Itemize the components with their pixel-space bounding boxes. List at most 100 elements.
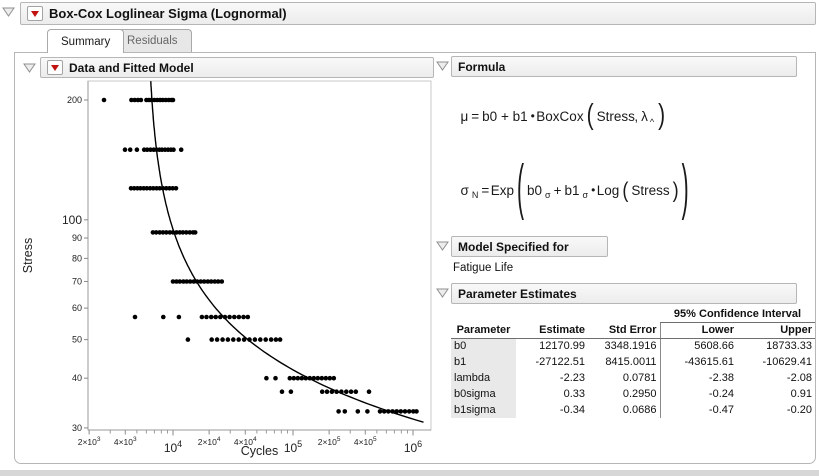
data-point[interactable]: [198, 279, 203, 284]
data-point[interactable]: [222, 314, 228, 320]
value-cell[interactable]: 5608.66: [659, 338, 737, 354]
data-point[interactable]: [180, 230, 186, 235]
data-point[interactable]: [151, 186, 156, 191]
data-point[interactable]: [336, 409, 341, 414]
data-point[interactable]: [184, 279, 189, 284]
data-point[interactable]: [138, 186, 143, 191]
disclosure-triangle-icon[interactable]: [436, 241, 449, 251]
value-cell[interactable]: -10629.41: [762, 356, 812, 368]
value-cell[interactable]: 12170.99: [539, 340, 585, 353]
data-point[interactable]: [218, 314, 223, 320]
data-point[interactable]: [324, 389, 330, 395]
data-point[interactable]: [215, 279, 221, 284]
data-point[interactable]: [150, 230, 156, 235]
value-cell[interactable]: 0.0686: [622, 404, 657, 416]
value-cell[interactable]: 0.2950: [622, 388, 657, 400]
data-point[interactable]: [171, 147, 176, 152]
data-point[interactable]: [187, 230, 193, 235]
value-cell[interactable]: -43615.61: [659, 354, 737, 370]
data-point[interactable]: [157, 186, 162, 191]
data-point[interactable]: [129, 97, 134, 103]
data-point[interactable]: [132, 97, 137, 103]
data-point[interactable]: [160, 186, 166, 191]
value-cell[interactable]: -0.34: [559, 404, 585, 416]
data-point[interactable]: [191, 279, 197, 284]
value-cell[interactable]: 0.91: [790, 388, 812, 400]
data-point[interactable]: [127, 147, 133, 152]
data-point[interactable]: [167, 230, 173, 235]
red-triangle-menu-icon[interactable]: [27, 6, 43, 21]
data-point[interactable]: [208, 279, 214, 284]
data-point[interactable]: [331, 375, 337, 381]
data-point[interactable]: [311, 375, 317, 381]
value-cell[interactable]: -0.24: [659, 386, 737, 402]
data-point[interactable]: [315, 375, 321, 381]
data-point[interactable]: [241, 314, 246, 320]
value-cell[interactable]: -2.38: [659, 370, 737, 386]
value-cell[interactable]: -0.20: [786, 404, 812, 416]
parameter-name-cell[interactable]: b0: [451, 338, 516, 354]
parameter-name-cell[interactable]: b1sigma: [451, 402, 516, 418]
value-cell[interactable]: 0.0781: [622, 372, 657, 384]
data-point[interactable]: [214, 337, 220, 342]
data-point[interactable]: [132, 314, 138, 320]
data-point[interactable]: [122, 147, 128, 152]
tab-summary[interactable]: Summary: [47, 29, 125, 53]
data-point[interactable]: [178, 147, 184, 152]
data-point[interactable]: [160, 230, 166, 235]
data-point[interactable]: [299, 375, 305, 381]
disclosure-triangle-icon[interactable]: [2, 7, 15, 17]
data-point[interactable]: [329, 389, 335, 395]
data-point[interactable]: [157, 230, 162, 235]
data-point[interactable]: [192, 230, 198, 235]
data-point[interactable]: [144, 147, 150, 152]
data-point[interactable]: [366, 389, 372, 395]
value-cell[interactable]: -2.23: [559, 372, 585, 384]
data-point[interactable]: [268, 337, 274, 342]
data-point[interactable]: [144, 186, 150, 191]
data-point[interactable]: [390, 409, 395, 414]
data-point[interactable]: [177, 279, 183, 284]
data-point[interactable]: [219, 279, 225, 284]
data-point[interactable]: [411, 409, 416, 414]
data-point[interactable]: [245, 314, 251, 320]
data-point[interactable]: [303, 375, 309, 381]
data-point[interactable]: [148, 147, 153, 152]
data-point[interactable]: [236, 314, 242, 320]
data-point[interactable]: [220, 337, 225, 342]
data-point[interactable]: [184, 230, 189, 235]
data-point[interactable]: [277, 337, 283, 342]
data-point[interactable]: [173, 186, 179, 191]
value-cell[interactable]: 3348.1916: [604, 340, 657, 353]
data-point[interactable]: [153, 230, 159, 235]
value-cell[interactable]: 8415.0011: [605, 356, 657, 368]
data-point[interactable]: [273, 375, 278, 381]
data-point[interactable]: [199, 314, 205, 320]
data-point[interactable]: [164, 230, 169, 235]
data-point[interactable]: [174, 279, 179, 284]
data-point[interactable]: [287, 375, 293, 381]
data-point[interactable]: [339, 389, 344, 395]
data-point[interactable]: [319, 375, 325, 381]
data-point[interactable]: [258, 337, 263, 342]
data-point[interactable]: [377, 409, 383, 414]
data-point[interactable]: [264, 375, 269, 381]
data-point[interactable]: [209, 337, 214, 342]
data-point[interactable]: [319, 389, 325, 395]
data-point[interactable]: [295, 375, 301, 381]
data-point[interactable]: [128, 186, 134, 191]
disclosure-triangle-icon[interactable]: [436, 288, 449, 298]
data-point[interactable]: [225, 337, 231, 342]
data-point[interactable]: [402, 409, 408, 414]
data-point[interactable]: [342, 409, 348, 414]
parameter-name-cell[interactable]: lambda: [451, 370, 516, 386]
data-point[interactable]: [241, 337, 247, 342]
data-point[interactable]: [231, 337, 236, 342]
data-point[interactable]: [213, 314, 218, 320]
data-point[interactable]: [307, 375, 313, 381]
value-cell[interactable]: -2.08: [786, 372, 812, 384]
data-point[interactable]: [176, 314, 182, 320]
data-point[interactable]: [161, 314, 166, 320]
disclosure-triangle-icon[interactable]: [436, 61, 449, 71]
data-point[interactable]: [194, 279, 200, 284]
